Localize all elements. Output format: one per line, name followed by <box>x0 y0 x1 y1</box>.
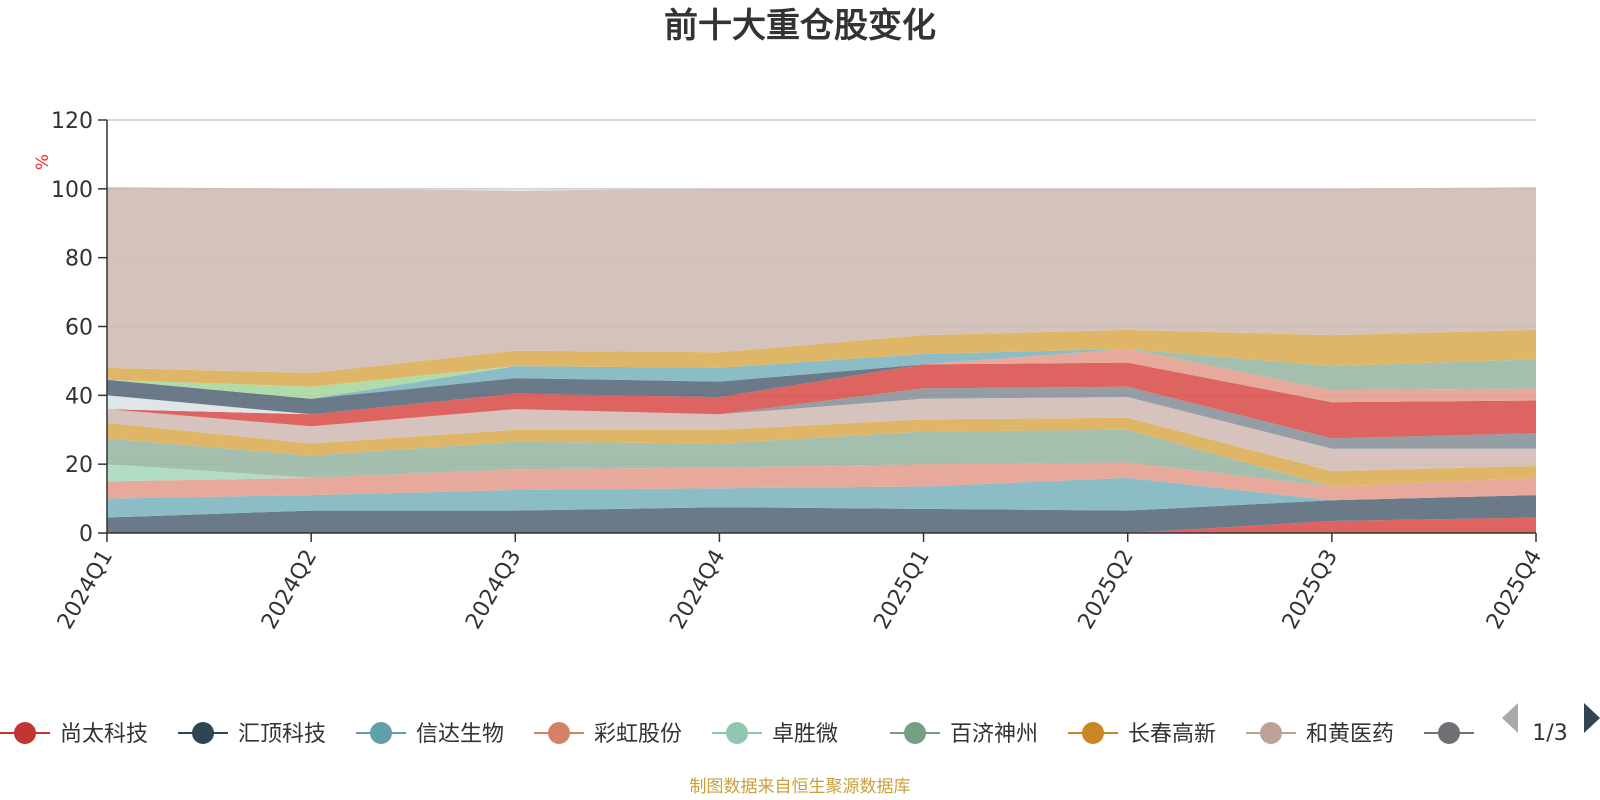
area-series-17[interactable] <box>107 329 1536 387</box>
legend-label: 汇顶科技 <box>238 722 326 747</box>
legend-circle-marker <box>1438 722 1460 744</box>
area-series-3[interactable] <box>107 477 1536 518</box>
legend-circle-marker <box>1082 722 1104 744</box>
x-tick-label: 2024Q3 <box>461 546 526 634</box>
x-tick-label: 2024Q1 <box>53 546 118 634</box>
legend-circle-marker <box>904 722 926 744</box>
y-tick-label: 120 <box>51 109 93 134</box>
area-series-4[interactable] <box>107 462 1536 501</box>
legend-prev-page-icon[interactable] <box>1502 703 1518 733</box>
x-tick-label: 2025Q3 <box>1278 546 1343 634</box>
legend-next-page-icon[interactable] <box>1584 703 1600 733</box>
x-tick-label: 2025Q1 <box>869 546 934 634</box>
data-source-note: 制图数据来自恒生聚源数据库 <box>690 777 911 797</box>
legend-item[interactable]: 和黄医药 <box>1246 722 1394 747</box>
legend-label: 信达生物 <box>416 722 504 747</box>
legend-circle-marker <box>192 722 214 744</box>
area-series-7[interactable] <box>107 417 1536 487</box>
legend-circle-marker <box>1260 722 1282 744</box>
area-series-10[interactable] <box>107 362 1536 439</box>
legend-item[interactable]: 汇顶科技 <box>178 722 326 747</box>
y-tick-label: 60 <box>65 316 93 341</box>
legend-item[interactable]: 长春高新 <box>1068 722 1216 747</box>
area-series <box>107 187 1536 533</box>
legend-label: 长春高新 <box>1128 722 1216 747</box>
legend-page-indicator: 1/3 <box>1532 721 1567 746</box>
y-tick-label: 80 <box>65 247 93 272</box>
legend-circle-marker <box>370 722 392 744</box>
area-series-14[interactable] <box>107 348 1536 415</box>
area-series-2[interactable] <box>107 495 1536 533</box>
y-tick-label: 0 <box>79 522 93 547</box>
y-axis-unit-label: % <box>33 154 53 170</box>
x-tick-label: 2024Q4 <box>665 546 730 634</box>
legend-circle-marker <box>548 722 570 744</box>
area-series-1[interactable] <box>107 517 1536 534</box>
legend-label: 百济神州 <box>950 722 1038 747</box>
legend-item[interactable]: 金蝶国际 <box>1424 722 1572 747</box>
area-series-11[interactable] <box>107 348 1536 415</box>
legend-pager[interactable]: 1/3 <box>1502 703 1600 746</box>
x-tick-label: 2025Q4 <box>1482 546 1547 634</box>
y-tick-label: 40 <box>65 384 93 409</box>
legend-label: 尚太科技 <box>60 722 148 747</box>
legend-circle-marker <box>14 722 36 744</box>
area-series-9[interactable] <box>107 386 1536 449</box>
legend-item[interactable]: 尚太科技 <box>0 722 148 747</box>
legend-item[interactable]: 百济神州 <box>890 722 1038 747</box>
legend[interactable]: 尚太科技 汇顶科技 信达生物 彩虹股份 卓胜微 百济神州 长春高新 和黄医药 金蝶国际 <box>0 722 1572 747</box>
area-series-8[interactable] <box>107 397 1536 472</box>
y-tick-label: 20 <box>65 453 93 478</box>
legend-label: 彩虹股份 <box>594 722 682 747</box>
x-tick-label: 2024Q2 <box>257 546 322 634</box>
legend-item[interactable]: 卓胜微 <box>712 722 838 747</box>
legend-item[interactable]: 彩虹股份 <box>534 722 682 747</box>
y-tick-label: 100 <box>51 178 93 203</box>
chart-title: 前十大重仓股变化 <box>664 6 936 46</box>
legend-circle-marker <box>726 722 748 744</box>
legend-label: 卓胜微 <box>772 722 838 747</box>
area-series-6[interactable] <box>107 429 1536 487</box>
x-tick-label: 2025Q2 <box>1074 546 1139 634</box>
legend-label: 和黄医药 <box>1306 722 1394 747</box>
area-series-18[interactable] <box>107 187 1536 373</box>
legend-item[interactable]: 信达生物 <box>356 722 504 747</box>
